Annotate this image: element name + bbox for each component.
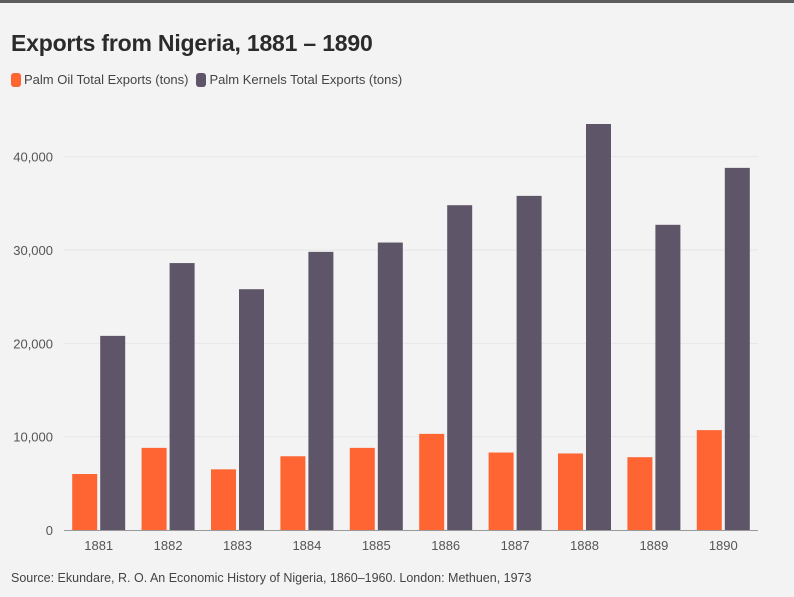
bar-palm-oil-1890 <box>696 430 722 530</box>
x-tick-label: 1882 <box>154 538 183 553</box>
bar-palm-oil-1883 <box>211 469 236 530</box>
bar-palm-kernels-1884 <box>308 251 334 530</box>
bar-palm-oil-1885 <box>349 447 375 530</box>
bar-palm-kernels-1886 <box>447 205 473 530</box>
bar-palm-kernels-1882 <box>169 263 195 530</box>
bar-palm-kernels-1883 <box>239 289 264 530</box>
bar-chart: 0 10,000 20,000 30,000 40,000 1881 1882 1883 188… <box>13 124 758 553</box>
x-tick-label: 1889 <box>639 538 668 553</box>
x-tick-label: 1881 <box>84 538 113 553</box>
x-tick-label: 1885 <box>362 538 391 553</box>
bar-palm-kernels-1889 <box>655 224 681 531</box>
bar-palm-oil-1887 <box>488 452 514 530</box>
x-tick-label: 1884 <box>292 538 321 553</box>
legend-label-palm-oil: Palm Oil Total Exports (tons) <box>24 72 189 87</box>
bar-palm-oil-1889 <box>627 457 653 530</box>
y-tick-label: 40,000 <box>13 150 53 165</box>
x-tick-label: 1887 <box>501 538 530 553</box>
bar-palm-kernels-1887 <box>516 195 542 530</box>
top-rule <box>0 0 794 3</box>
bar-palm-oil-1886 <box>419 433 445 530</box>
bar-palm-oil-1881 <box>72 474 98 530</box>
bar-palm-oil-1888 <box>558 453 583 530</box>
y-tick-label: 20,000 <box>13 336 53 351</box>
source-note: Source: Ekundare, R. O. An Economic Hist… <box>11 571 532 585</box>
legend: Palm Oil Total Exports (tons) Palm Kerne… <box>11 72 410 87</box>
x-tick-label: 1883 <box>223 538 252 553</box>
x-tick-label: 1886 <box>431 538 460 553</box>
chart-title: Exports from Nigeria, 1881 – 1890 <box>11 30 373 56</box>
bar-palm-kernels-1885 <box>377 242 403 531</box>
legend-label-palm-kernels: Palm Kernels Total Exports (tons) <box>209 72 403 87</box>
y-tick-label: 30,000 <box>13 243 53 258</box>
bar-palm-kernels-1890 <box>724 167 750 530</box>
legend-item-palm-oil[interactable]: Palm Oil Total Exports (tons) <box>11 72 188 87</box>
legend-item-palm-kernels[interactable]: Palm Kernels Total Exports (tons) <box>196 72 402 87</box>
bar-palm-oil-1882 <box>141 447 167 530</box>
y-tick-label: 0 <box>46 523 53 538</box>
legend-swatch-palm-oil <box>11 72 21 87</box>
bar-palm-oil-1884 <box>280 456 306 530</box>
x-tick-label: 1888 <box>570 538 599 553</box>
x-tick-label: 1890 <box>709 538 738 553</box>
y-tick-label: 10,000 <box>13 430 53 445</box>
bar-palm-kernels-1888 <box>586 124 611 530</box>
bar-palm-kernels-1881 <box>100 335 126 530</box>
legend-swatch-palm-kernels <box>196 72 207 87</box>
